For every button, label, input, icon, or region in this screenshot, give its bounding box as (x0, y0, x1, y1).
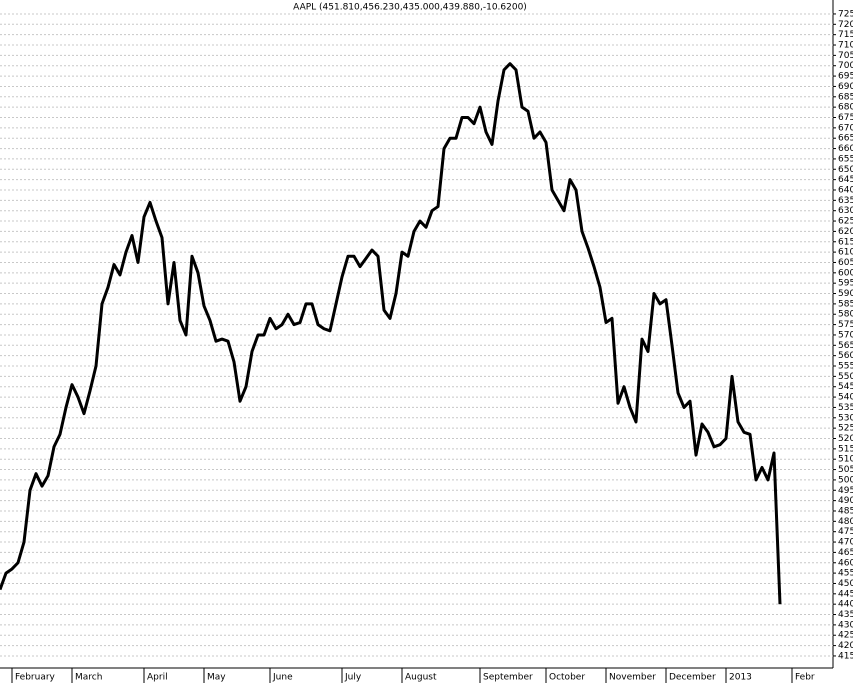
y-tick-label: 580 (838, 310, 853, 320)
y-tick-label: 660 (838, 144, 853, 154)
y-tick-label: 565 (838, 341, 853, 351)
y-tick-label: 510 (838, 455, 853, 465)
y-tick-label: 455 (838, 569, 853, 579)
y-tick-label: 460 (838, 558, 853, 568)
y-tick-label: 450 (838, 579, 853, 589)
y-tick-label: 700 (838, 61, 853, 71)
y-tick-label: 555 (838, 362, 853, 372)
y-tick-label: 530 (838, 413, 853, 423)
y-tick-label: 620 (838, 227, 853, 237)
y-tick-label: 495 (838, 486, 853, 496)
x-tick-label: March (75, 673, 102, 683)
x-tick-label: February (15, 673, 56, 683)
y-tick-label: 515 (838, 444, 853, 454)
y-tick-label: 635 (838, 196, 853, 206)
y-tick-label: 725 (838, 9, 853, 19)
y-tick-label: 665 (838, 134, 853, 144)
x-tick-label: 2013 (729, 673, 752, 683)
x-tick-label: April (147, 673, 168, 683)
y-tick-label: 630 (838, 206, 853, 216)
x-tick-label: May (207, 673, 226, 683)
y-tick-label: 625 (838, 217, 853, 227)
y-tick-label: 695 (838, 72, 853, 82)
y-tick-label: 685 (838, 92, 853, 102)
x-tick-label: June (272, 673, 293, 683)
x-tick-label: Febr (795, 673, 815, 683)
y-tick-label: 480 (838, 517, 853, 527)
y-tick-label: 680 (838, 103, 853, 113)
y-tick-label: 615 (838, 237, 853, 247)
y-tick-label: 675 (838, 113, 853, 123)
y-tick-label: 720 (838, 20, 853, 30)
y-tick-label: 470 (838, 538, 853, 548)
y-tick-label: 650 (838, 165, 853, 175)
y-tick-label: 475 (838, 527, 853, 537)
y-tick-label: 430 (838, 620, 853, 630)
y-tick-label: 535 (838, 403, 853, 413)
y-tick-label: 490 (838, 496, 853, 506)
y-tick-label: 425 (838, 631, 853, 641)
price-line (0, 62, 782, 605)
y-tick-label: 670 (838, 123, 853, 133)
y-tick-label: 710 (838, 41, 853, 51)
y-tick-label: 440 (838, 600, 853, 610)
x-tick-label: December (669, 673, 716, 683)
chart-title: AAPL (451.810,456.230,435.000,439.880,-1… (293, 3, 527, 13)
y-tick-label: 595 (838, 279, 853, 289)
y-tick-label: 705 (838, 51, 853, 61)
x-tick-label: November (609, 673, 656, 683)
y-tick-label: 420 (838, 641, 853, 651)
y-tick-label: 590 (838, 289, 853, 299)
x-tick-label: October (549, 673, 585, 683)
y-tick-label: 610 (838, 248, 853, 258)
y-tick-label: 570 (838, 330, 853, 340)
y-tick-label: 655 (838, 154, 853, 164)
y-tick-label: 485 (838, 506, 853, 516)
x-tick-label: August (405, 673, 437, 683)
y-tick-label: 465 (838, 548, 853, 558)
y-tick-label: 500 (838, 475, 853, 485)
y-tick-label: 445 (838, 589, 853, 599)
y-tick-label: 560 (838, 351, 853, 361)
y-tick-label: 545 (838, 382, 853, 392)
y-tick-label: 645 (838, 175, 853, 185)
y-tick-label: 540 (838, 393, 853, 403)
y-tick-label: 525 (838, 424, 853, 434)
y-tick-label: 575 (838, 320, 853, 330)
y-tick-label: 585 (838, 299, 853, 309)
y-tick-label: 690 (838, 82, 853, 92)
y-tick-label: 505 (838, 465, 853, 475)
y-tick-label: 605 (838, 258, 853, 268)
x-tick-label: September (483, 673, 533, 683)
y-tick-label: 415 (838, 651, 853, 661)
y-tick-label: 435 (838, 610, 853, 620)
y-tick-label: 550 (838, 372, 853, 382)
y-tick-label: 715 (838, 30, 853, 40)
y-tick-label: 640 (838, 185, 853, 195)
x-tick-label: July (344, 673, 362, 683)
y-tick-label: 520 (838, 434, 853, 444)
y-tick-label: 600 (838, 268, 853, 278)
